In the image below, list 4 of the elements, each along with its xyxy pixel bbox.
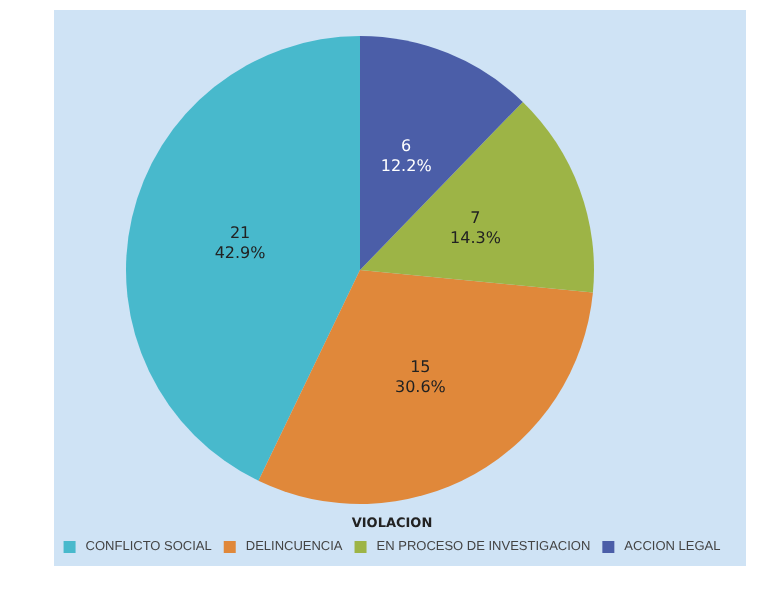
data-label: 15 30.6%: [394, 358, 447, 397]
data-label: 6 12.2%: [380, 136, 433, 175]
data-label: 7 14.3%: [450, 208, 502, 247]
data-label: 21 42.9%: [214, 223, 267, 262]
